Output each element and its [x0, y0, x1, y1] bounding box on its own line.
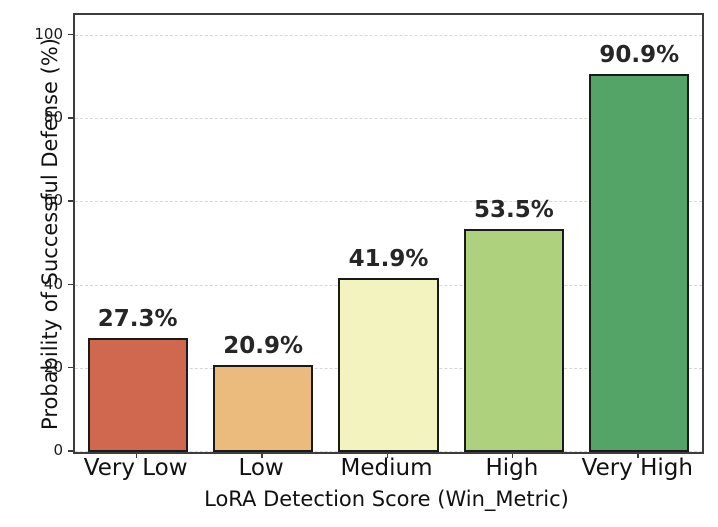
y-tick-label: 0: [53, 441, 63, 459]
x-tick-label: High: [485, 455, 539, 481]
plot-area: 27.3% 20.9% 41.9% 53.5% 90.9%: [73, 13, 704, 454]
x-tick-label: Very Low: [83, 455, 188, 481]
bar-low: [212, 365, 314, 452]
bar-very-low: [87, 338, 188, 452]
y-axis-title: Probability of Successful Defense (%): [38, 38, 62, 430]
bar-value-label: 90.9%: [599, 41, 680, 68]
bar-medium: [338, 277, 439, 452]
y-tick-mark: [68, 366, 74, 369]
x-tick-mark: [637, 452, 639, 458]
y-tick-mark: [68, 33, 74, 36]
y-tick-label: 80: [43, 108, 63, 127]
y-tick-label: 60: [43, 191, 63, 210]
y-tick-mark: [68, 283, 74, 286]
bar-very-high: [589, 73, 690, 452]
y-tick-mark: [68, 200, 74, 202]
bar-value-label: 20.9%: [223, 333, 303, 360]
x-tick-label: Very High: [581, 455, 693, 481]
y-tick-label: 20: [43, 357, 63, 376]
x-axis-title: LoRA Detection Score (Win_Metric): [204, 487, 569, 511]
bar-value-label: 41.9%: [348, 245, 429, 272]
gridline: [75, 34, 702, 36]
x-tick-mark: [386, 452, 388, 458]
y-tick-label: 40: [43, 274, 63, 293]
y-tick-mark: [68, 117, 74, 119]
bar-high: [463, 229, 565, 452]
gridline: [75, 201, 702, 203]
y-tick-mark: [68, 450, 74, 452]
x-tick-mark: [135, 452, 138, 458]
bar-value-label: 27.3%: [97, 306, 178, 333]
bar-value-label: 53.5%: [473, 197, 554, 224]
x-tick-label: Low: [238, 455, 284, 481]
x-tick-mark: [511, 452, 514, 458]
x-tick-mark: [261, 452, 263, 458]
x-tick-label: Medium: [340, 455, 433, 481]
gridline: [75, 118, 702, 120]
y-tick-label: 100: [34, 24, 63, 43]
